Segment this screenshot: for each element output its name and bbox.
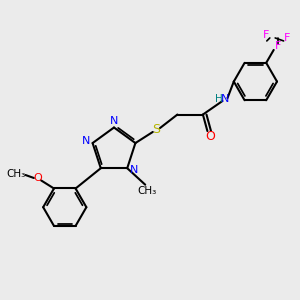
Text: N: N — [221, 94, 230, 104]
Text: H: H — [214, 94, 222, 104]
Text: CH₃: CH₃ — [137, 186, 156, 196]
Text: S: S — [152, 123, 160, 136]
Text: F: F — [275, 41, 281, 51]
Text: N: N — [110, 116, 118, 126]
Text: O: O — [205, 130, 215, 143]
Text: N: N — [130, 165, 138, 175]
Text: F: F — [284, 33, 290, 43]
Text: CH₃: CH₃ — [7, 169, 26, 179]
Text: N: N — [82, 136, 90, 146]
Text: F: F — [263, 30, 269, 40]
Text: O: O — [33, 173, 42, 183]
